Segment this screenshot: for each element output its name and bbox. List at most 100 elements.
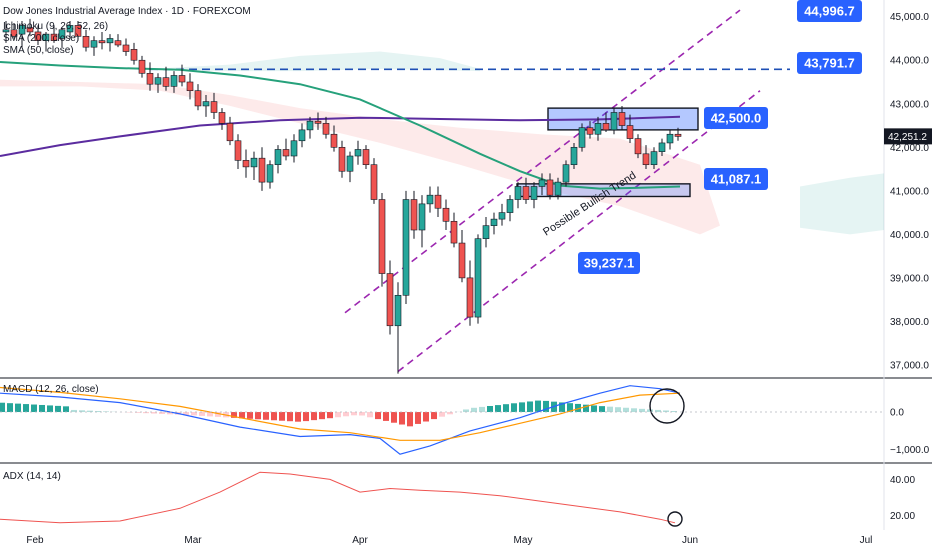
level-41087-label-bg	[704, 168, 768, 190]
candle	[274, 145, 282, 174]
cloud-bullish-future	[800, 173, 884, 235]
macd-histogram-bar	[495, 405, 501, 413]
adx-pane	[0, 471, 676, 524]
candle	[354, 140, 362, 165]
macd-histogram-bar	[559, 402, 565, 413]
candle-body	[514, 186, 522, 200]
macd-histogram-bar	[463, 409, 469, 413]
macd-histogram-bar	[55, 405, 61, 413]
candle	[138, 55, 146, 78]
macd-histogram-bar	[423, 412, 429, 422]
candle	[362, 145, 370, 170]
macd-histogram-bar	[623, 407, 629, 413]
level-42500-label-bg	[704, 107, 768, 129]
macd-histogram-bar	[31, 404, 37, 413]
macd-histogram-bar	[7, 403, 13, 413]
candle	[226, 116, 234, 146]
macd-histogram-bar	[327, 412, 333, 419]
macd-histogram-bar	[295, 412, 301, 422]
candle	[626, 114, 634, 143]
macd-histogram-bar	[607, 406, 613, 413]
macd-title[interactable]: MACD (12, 26, close)	[3, 384, 99, 395]
candle	[130, 42, 138, 65]
adx-tick-label: 20.00	[890, 511, 915, 522]
level-39237-label-bg	[578, 252, 640, 274]
price-tick-label: 44,000.0	[890, 56, 929, 67]
level-43791-label-bg	[797, 52, 862, 74]
macd-histogram-bar	[143, 412, 149, 414]
candle-body	[370, 164, 378, 200]
candle-body	[274, 149, 282, 166]
candle	[106, 34, 114, 52]
candle	[482, 216, 490, 248]
candle-body	[114, 40, 122, 46]
candle-body	[10, 29, 18, 37]
candle-body	[362, 149, 370, 166]
level-43791-label: 43,791.7	[804, 56, 855, 71]
candle-body	[642, 153, 650, 166]
candle	[346, 151, 354, 183]
candle-body	[570, 146, 578, 166]
candle	[514, 182, 522, 209]
candle	[210, 92, 218, 119]
macd-histogram-bar	[47, 405, 53, 413]
candle-body	[218, 112, 226, 124]
macd-histogram-bar	[279, 412, 285, 421]
adx-line	[0, 471, 676, 524]
candle	[658, 138, 666, 156]
candle-body	[298, 129, 306, 142]
macd-histogram-bar	[583, 404, 589, 413]
level-39237-label: 39,237.1	[584, 256, 635, 271]
candle-body	[162, 77, 170, 87]
macd-histogram-bar	[255, 412, 261, 420]
macd-histogram-bar	[535, 400, 541, 413]
candle	[498, 203, 506, 226]
candle	[530, 182, 538, 209]
candle-body	[466, 277, 474, 318]
candle	[434, 186, 442, 217]
candle	[154, 73, 162, 93]
price-tick-label: 42,000.0	[890, 143, 929, 154]
macd-line	[0, 385, 681, 455]
adx-title[interactable]: ADX (14, 14)	[3, 471, 61, 482]
trend-channel	[150, 9, 790, 373]
macd-histogram-bar	[399, 412, 405, 425]
candle	[538, 173, 546, 196]
macd-histogram-bar	[655, 409, 661, 413]
legend-sma50[interactable]: SMA (50, close)	[3, 45, 74, 56]
candle	[250, 151, 258, 180]
macd-histogram-bar	[343, 412, 349, 417]
candle	[66, 21, 74, 39]
candle-body	[658, 142, 666, 152]
price-tick-label: 41,000.0	[890, 186, 929, 197]
cloud-bullish	[150, 51, 480, 72]
time-tick-label: May	[514, 535, 533, 546]
macd-histogram-bar	[239, 412, 245, 419]
candle	[282, 138, 290, 161]
macd-histogram-bar	[527, 401, 533, 413]
candle-body	[74, 25, 82, 37]
candle-body	[434, 194, 442, 209]
candle-body	[90, 40, 98, 48]
macd-histogram-bar	[231, 412, 237, 418]
last-price-label: 42,251.2	[888, 132, 927, 143]
adx-circle	[667, 511, 683, 527]
candle	[642, 145, 650, 170]
candle-body	[250, 157, 258, 168]
candle-body	[42, 33, 50, 41]
candle-body	[266, 164, 274, 183]
candle-body	[498, 212, 506, 220]
candle	[10, 23, 18, 39]
legend-ichimoku[interactable]: Ichimoku (9, 26, 52, 26)	[3, 21, 108, 32]
candle-body	[122, 44, 130, 52]
macd-histogram-bar	[511, 403, 517, 413]
candle-body	[506, 199, 514, 213]
macd-histogram-bar	[23, 404, 29, 413]
candle	[554, 177, 562, 200]
legend-sma200[interactable]: SMA (200, close)	[3, 33, 79, 44]
candle	[338, 140, 346, 178]
candle	[122, 38, 130, 56]
candle-body	[226, 123, 234, 142]
candle-body	[354, 149, 362, 157]
